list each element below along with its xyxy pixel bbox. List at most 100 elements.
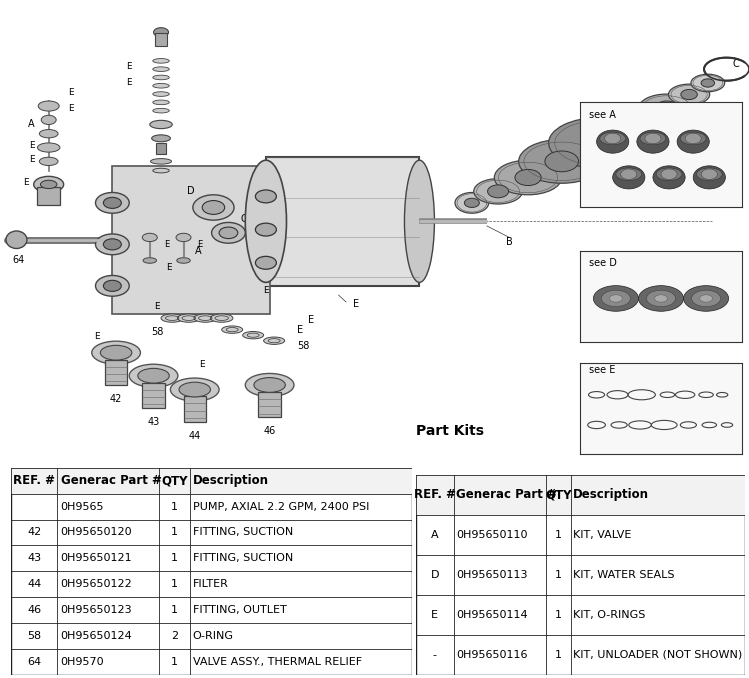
Ellipse shape [153,108,169,113]
Ellipse shape [194,314,216,322]
Text: KIT, O-RINGS: KIT, O-RINGS [573,610,646,620]
Text: E: E [308,315,314,325]
Ellipse shape [40,157,58,165]
Text: PUMP, AXIAL 2.2 GPM, 2400 PSI: PUMP, AXIAL 2.2 GPM, 2400 PSI [192,502,369,512]
Text: 46: 46 [27,605,41,615]
Ellipse shape [691,74,724,92]
Ellipse shape [153,92,169,96]
Ellipse shape [153,83,169,88]
Text: 1: 1 [171,527,178,538]
Ellipse shape [494,160,562,195]
Text: E: E [297,325,303,335]
Text: Generac Part #: Generac Part # [61,474,161,487]
Text: KIT, VALVE: KIT, VALVE [573,530,631,540]
Ellipse shape [640,132,666,145]
Text: 0H95650116: 0H95650116 [456,650,528,660]
Circle shape [701,169,718,180]
Text: FILTER: FILTER [192,579,228,589]
Ellipse shape [656,168,682,180]
Text: FITTING, SUCTION: FITTING, SUCTION [192,527,293,538]
Text: 1: 1 [171,605,178,615]
Ellipse shape [177,258,190,263]
Text: O-RING: O-RING [192,631,234,641]
Ellipse shape [40,129,58,138]
Text: FITTING, SUCTION: FITTING, SUCTION [192,553,293,563]
Text: 1: 1 [555,570,562,580]
Ellipse shape [600,132,625,145]
Ellipse shape [143,258,157,263]
Text: 0H95650114: 0H95650114 [456,610,528,620]
Text: QTY: QTY [545,488,571,501]
Bar [156,143,166,155]
Ellipse shape [655,101,679,116]
Text: E: E [353,299,359,309]
Text: 64: 64 [13,256,25,266]
Text: E: E [28,141,34,150]
Text: 46: 46 [264,426,276,436]
Ellipse shape [153,58,169,63]
Ellipse shape [593,285,638,311]
Text: 1: 1 [555,650,562,660]
Bar [112,166,270,313]
Ellipse shape [680,132,706,145]
Ellipse shape [211,222,245,243]
Text: 0H95650121: 0H95650121 [61,553,132,563]
Text: 42: 42 [110,394,122,404]
Ellipse shape [655,295,667,302]
Ellipse shape [597,130,628,153]
Text: 1: 1 [555,610,562,620]
Text: Generac Part #: Generac Part # [456,488,557,501]
Ellipse shape [171,378,219,401]
Text: 0H95650120: 0H95650120 [61,527,132,538]
Ellipse shape [610,295,622,302]
Text: see A: see A [589,110,616,120]
Ellipse shape [598,105,676,144]
Text: Description: Description [573,488,649,501]
Ellipse shape [96,275,130,296]
Ellipse shape [202,201,225,214]
Ellipse shape [653,166,685,189]
Ellipse shape [151,135,171,142]
Text: A: A [431,530,438,540]
Text: E: E [431,610,438,620]
Text: KIT, UNLOADER (NOT SHOWN): KIT, UNLOADER (NOT SHOWN) [573,650,742,660]
Text: E: E [23,178,29,186]
Ellipse shape [41,115,56,125]
Circle shape [255,256,276,269]
Circle shape [154,28,169,37]
Text: 0H95650124: 0H95650124 [61,631,133,641]
Ellipse shape [138,368,169,383]
Ellipse shape [613,166,645,189]
Circle shape [645,134,661,144]
Ellipse shape [37,143,60,152]
Text: Description: Description [192,474,269,487]
Text: 43: 43 [148,417,160,427]
Text: VALVE ASSY., THERMAL RELIEF: VALVE ASSY., THERMAL RELIEF [192,657,362,666]
Ellipse shape [404,160,434,282]
Text: E: E [163,240,169,249]
Ellipse shape [488,185,509,198]
Text: 58: 58 [297,341,309,351]
Ellipse shape [178,314,200,322]
Text: Part Kits: Part Kits [416,424,484,437]
Text: 44: 44 [27,579,41,589]
Ellipse shape [219,227,238,239]
Text: E: E [28,155,34,163]
Ellipse shape [518,140,605,183]
Ellipse shape [96,193,130,214]
Bar [155,33,167,46]
Ellipse shape [638,285,684,311]
Ellipse shape [264,337,285,344]
Bar [142,382,165,408]
Text: E: E [126,62,132,71]
Text: E: E [199,360,205,369]
Ellipse shape [639,94,695,123]
Text: 58: 58 [151,327,163,337]
Text: 0H95650113: 0H95650113 [456,570,528,580]
Text: 58: 58 [27,631,41,641]
Ellipse shape [646,290,676,306]
Text: E: E [166,263,172,272]
Text: E: E [197,240,203,249]
Circle shape [621,169,637,180]
Text: 43: 43 [27,553,41,563]
